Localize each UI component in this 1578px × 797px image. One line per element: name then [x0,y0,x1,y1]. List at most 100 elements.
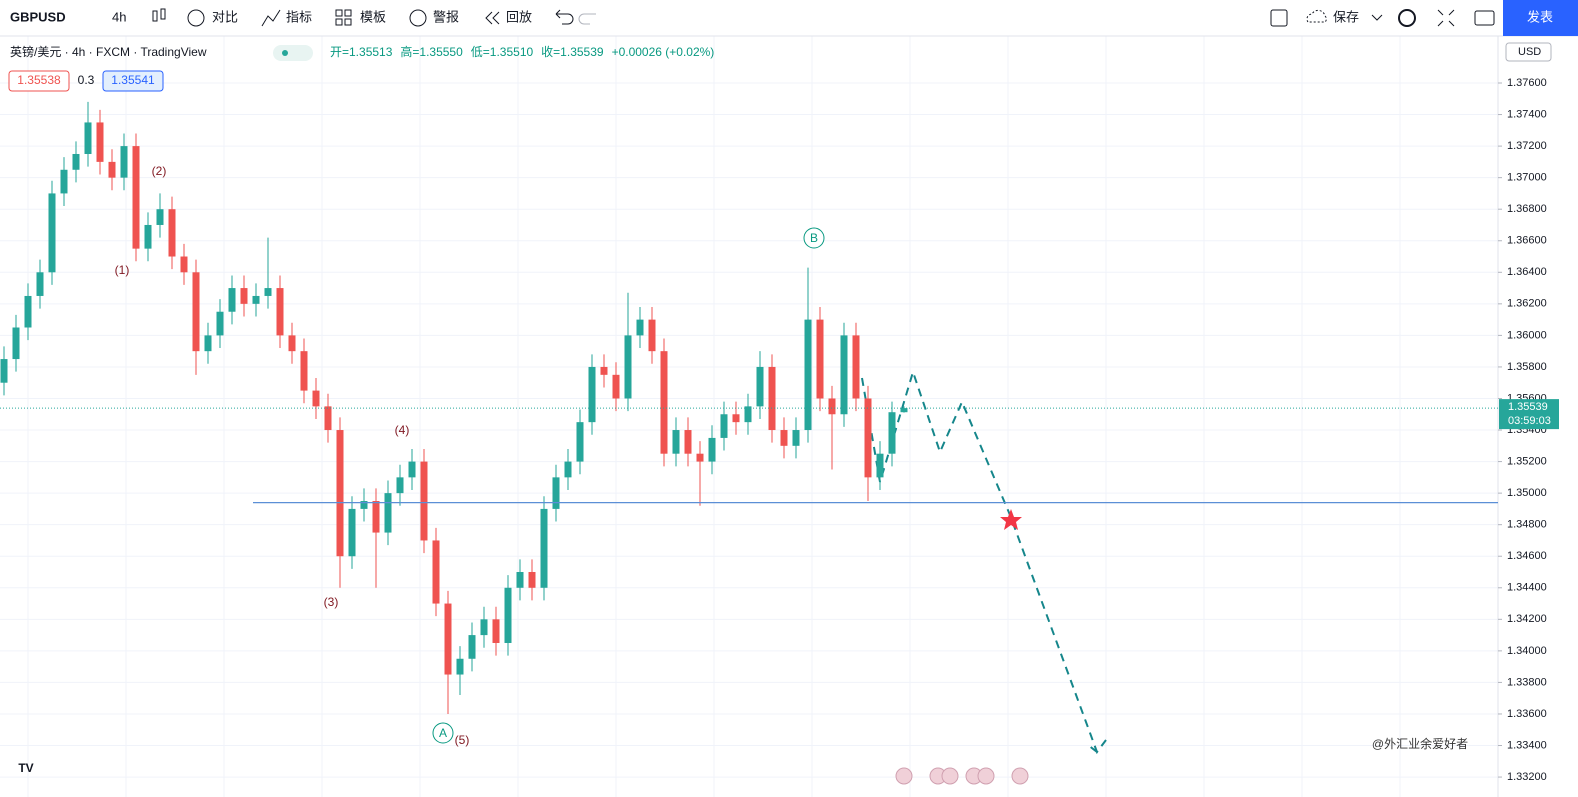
settings[interactable] [1398,9,1416,27]
candle-body [348,508,356,557]
candle-body [708,437,716,462]
candle-body [24,295,32,328]
candle-body [768,366,776,431]
wave-label: (2) [152,164,167,178]
save[interactable]: 保存 [1333,9,1359,24]
candle-body [876,453,884,478]
candle-body [720,414,728,438]
candle-body [264,288,272,296]
candle-body [888,412,896,454]
candle-body [144,224,152,249]
candle-body [564,461,572,478]
compare[interactable]: 对比 [212,9,238,24]
alert[interactable]: 警报 [433,9,459,24]
layout-icon[interactable] [1270,9,1288,27]
wave-circle [432,722,454,744]
y-tick-label: 1.34600 [1507,550,1547,562]
candle-body [696,453,704,462]
candle-body [792,430,800,446]
bid: 1.35538 [17,73,61,87]
candle-body [108,161,116,178]
candle-body [732,414,740,423]
symbol[interactable]: GBPUSD [10,9,66,24]
candle-body [480,619,488,636]
candle-body [132,146,140,249]
candle-body [300,351,308,391]
candle-body [432,540,440,604]
wave-label: (1) [115,263,130,277]
candle-body [360,501,368,509]
candle-body [636,319,644,336]
candle-body [552,477,560,509]
candle-body [168,209,176,257]
candle-body [312,390,320,407]
alert-icon[interactable] [409,9,427,27]
y-tick-label: 1.37600 [1507,77,1547,89]
candle-icon[interactable] [152,8,166,22]
candle-body [852,335,860,399]
candle-body [96,122,104,162]
candle-body [240,288,248,304]
candle-body [324,406,332,431]
candle-body [228,288,236,312]
candle-body [180,256,188,273]
y-tick-label: 1.33800 [1507,676,1547,688]
y-tick-label: 1.36400 [1507,266,1547,278]
candle-body [336,430,344,557]
y-tick-label: 1.34400 [1507,582,1547,594]
save-dropdown[interactable] [1371,14,1383,21]
candle-body [504,587,512,643]
wave-label: (5) [455,733,470,747]
y-tick-label: 1.34200 [1507,613,1547,625]
watermark: @外汇业余爱好者 [1372,736,1468,751]
target-star [1000,509,1022,530]
redo[interactable] [578,13,596,25]
wave-label: (3) [324,595,339,609]
candle-body [516,572,524,588]
publish[interactable]: 发表 [1527,9,1553,24]
publish-button[interactable] [1503,0,1578,36]
spread: 0.3 [78,73,95,87]
y-tick-label: 1.33600 [1507,708,1547,720]
indicator-icon[interactable] [261,9,281,27]
currency-box[interactable] [1505,42,1552,62]
bid-box [8,70,70,92]
candle-body [540,508,548,588]
candle-body [192,272,200,352]
wave-label: A [439,726,447,740]
candle-body [528,572,536,588]
currency[interactable]: USD [1518,46,1541,58]
undo[interactable] [555,9,574,25]
candle-body [468,635,476,659]
replay-icon[interactable] [485,11,500,25]
status-dot [282,50,288,56]
ohlc-item: 高=1.35550 [400,44,463,59]
last-price-box [1499,399,1559,430]
candle-body [780,430,788,446]
template-icon[interactable] [335,9,352,26]
candle-body [672,430,680,454]
projection-path [861,368,1107,755]
compare-icon[interactable] [187,9,205,27]
y-tick-label: 1.35200 [1507,455,1547,467]
fullscreen[interactable] [1437,9,1455,27]
indicators[interactable]: 指标 [286,9,312,24]
candle-body [156,209,164,225]
candle-body [12,327,20,360]
templates[interactable]: 模板 [360,9,386,24]
interval[interactable]: 4h [112,9,126,24]
y-tick-label: 1.35800 [1507,361,1547,373]
tv-logo: TV [18,761,33,775]
last-price: 1.35539 [1508,401,1548,413]
toolbar [0,0,1578,36]
candle-body [900,408,908,413]
snapshot[interactable] [1474,10,1495,26]
replay[interactable]: 回放 [506,9,532,24]
candle-body [828,398,836,415]
candle-body [120,146,128,178]
symbol-info: 英镑/美元 · 4h · FXCM · TradingView [10,44,207,59]
candle-body [36,272,44,296]
candle-body [648,319,656,352]
candle-body [0,359,8,383]
